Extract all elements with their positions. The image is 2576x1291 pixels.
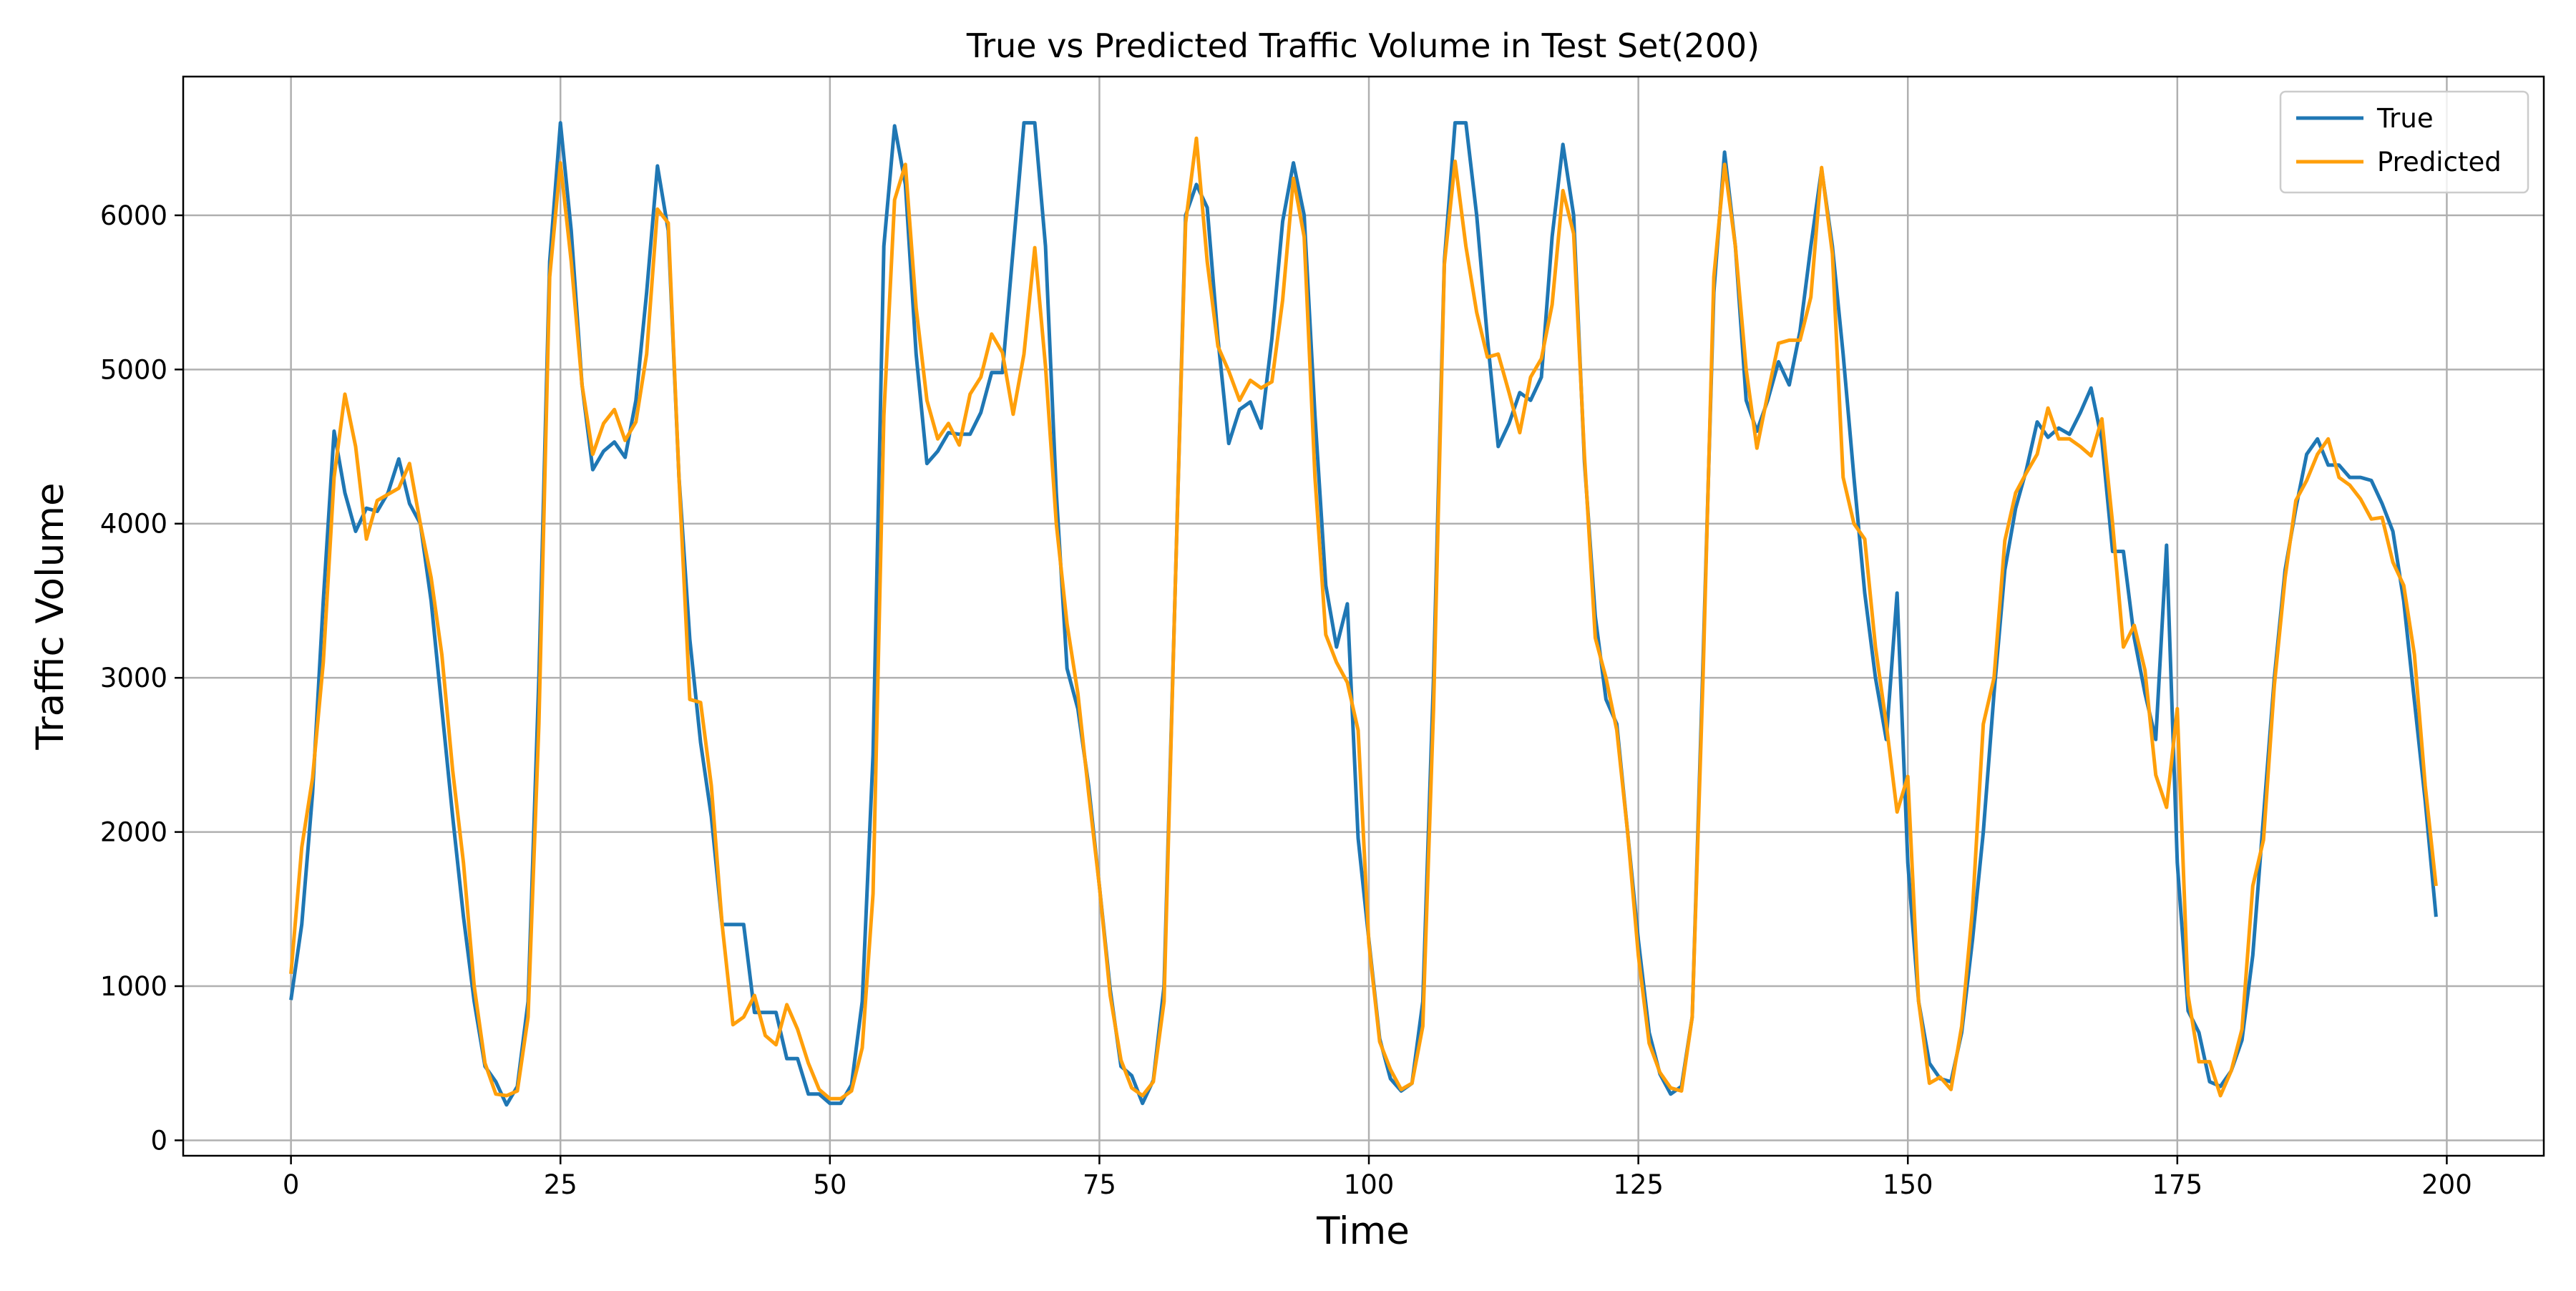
- grid: [183, 77, 2544, 1156]
- series-lines: [289, 121, 2438, 1107]
- x-tick-label: 100: [1344, 1169, 1395, 1200]
- y-axis-ticks: 0 1000 2000 3000 4000 5000 6000: [100, 200, 183, 1156]
- x-tick-label: 0: [283, 1169, 300, 1200]
- y-tick-label: 1000: [100, 971, 167, 1002]
- x-axis-ticks: 0 25 50 75 100 125 150 175 200: [283, 1156, 2472, 1200]
- y-tick-label: 6000: [100, 200, 167, 231]
- x-tick-label: 175: [2152, 1169, 2203, 1200]
- x-tick-label: 125: [1613, 1169, 1664, 1200]
- legend-label-predicted: Predicted: [2377, 147, 2502, 177]
- x-tick-label: 75: [1083, 1169, 1116, 1200]
- x-tick-label: 50: [813, 1169, 847, 1200]
- x-tick-label: 200: [2421, 1169, 2472, 1200]
- y-axis-label: Traffic Volume: [29, 482, 72, 750]
- series-line-predicted: [289, 136, 2438, 1101]
- y-tick-label: 3000: [100, 663, 167, 693]
- x-axis-label: Time: [1316, 1209, 1410, 1253]
- plot-frame: [182, 75, 2545, 1157]
- y-tick-label: 0: [150, 1125, 167, 1156]
- legend: True Predicted: [2279, 90, 2529, 194]
- chart-title: True vs Predicted Traffic Volume in Test…: [966, 26, 1760, 65]
- y-tick-label: 5000: [100, 354, 167, 385]
- legend-label-true: True: [2376, 103, 2434, 134]
- y-tick-label: 4000: [100, 509, 167, 540]
- series-line-true: [289, 121, 2438, 1107]
- x-tick-label: 25: [544, 1169, 577, 1200]
- x-tick-label: 150: [1883, 1169, 1933, 1200]
- y-tick-label: 2000: [100, 817, 167, 848]
